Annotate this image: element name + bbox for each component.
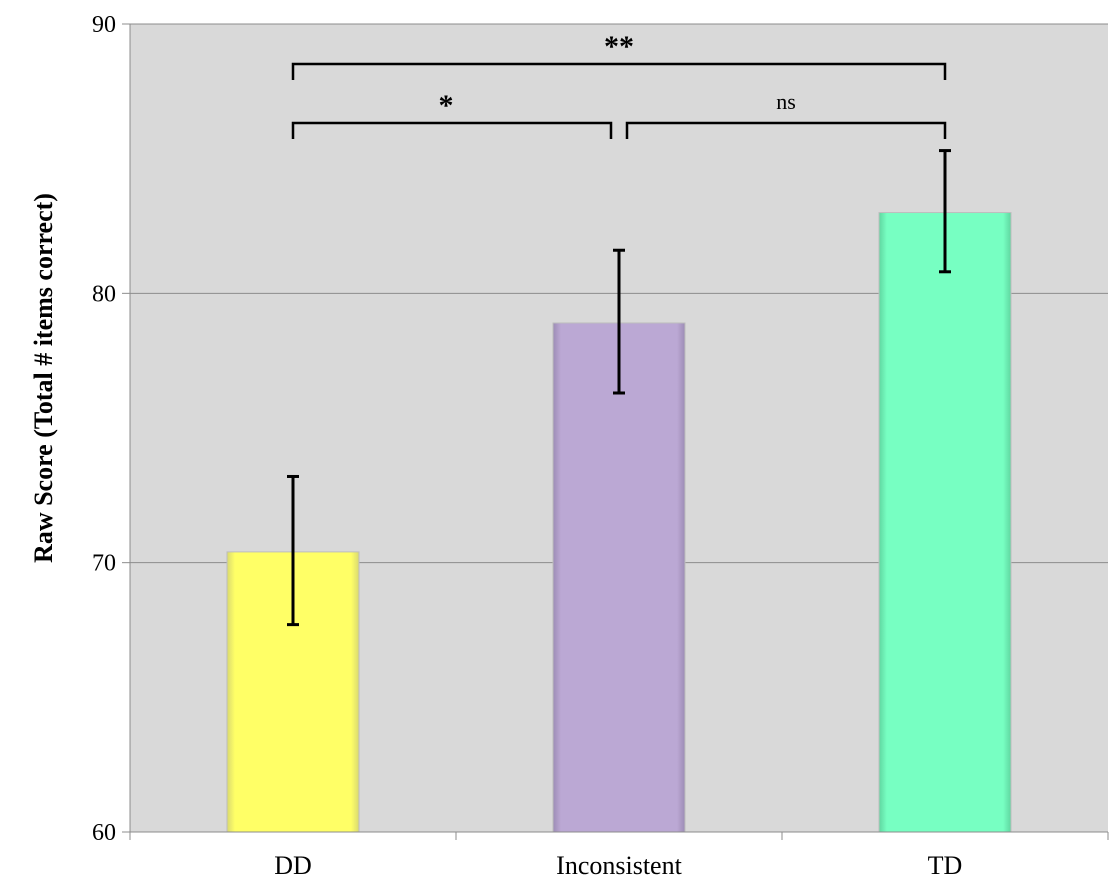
bar-td	[878, 212, 1012, 833]
y-axis-label: Raw Score (Total # items correct)	[29, 193, 58, 563]
x-tick-labels: DD Inconsistent TD	[274, 851, 962, 880]
x-tick-label-inconsistent: Inconsistent	[556, 851, 682, 880]
x-tick-label-dd: DD	[274, 851, 312, 880]
significance-bracket-3	[625, 121, 947, 139]
y-tick-label-60: 60	[92, 820, 116, 846]
x-tick-label-td: TD	[928, 851, 963, 880]
bars	[226, 212, 1012, 833]
bar-inconsistent	[552, 322, 686, 833]
significance-bracket-1	[291, 62, 947, 80]
significance-label-2: *	[439, 89, 454, 122]
error-bars	[287, 149, 951, 627]
axes	[122, 23, 1109, 840]
y-tick-labels: 60 70 80 90	[92, 12, 116, 846]
y-tick-label-90: 90	[92, 12, 116, 38]
significance-label-3: ns	[776, 89, 796, 114]
significance-brackets: *** ns	[291, 30, 947, 139]
y-tick-label-70: 70	[92, 551, 116, 577]
y-tick-label-80: 80	[92, 281, 116, 307]
significance-bracket-2	[291, 121, 613, 139]
significance-label-1: **	[604, 30, 634, 63]
